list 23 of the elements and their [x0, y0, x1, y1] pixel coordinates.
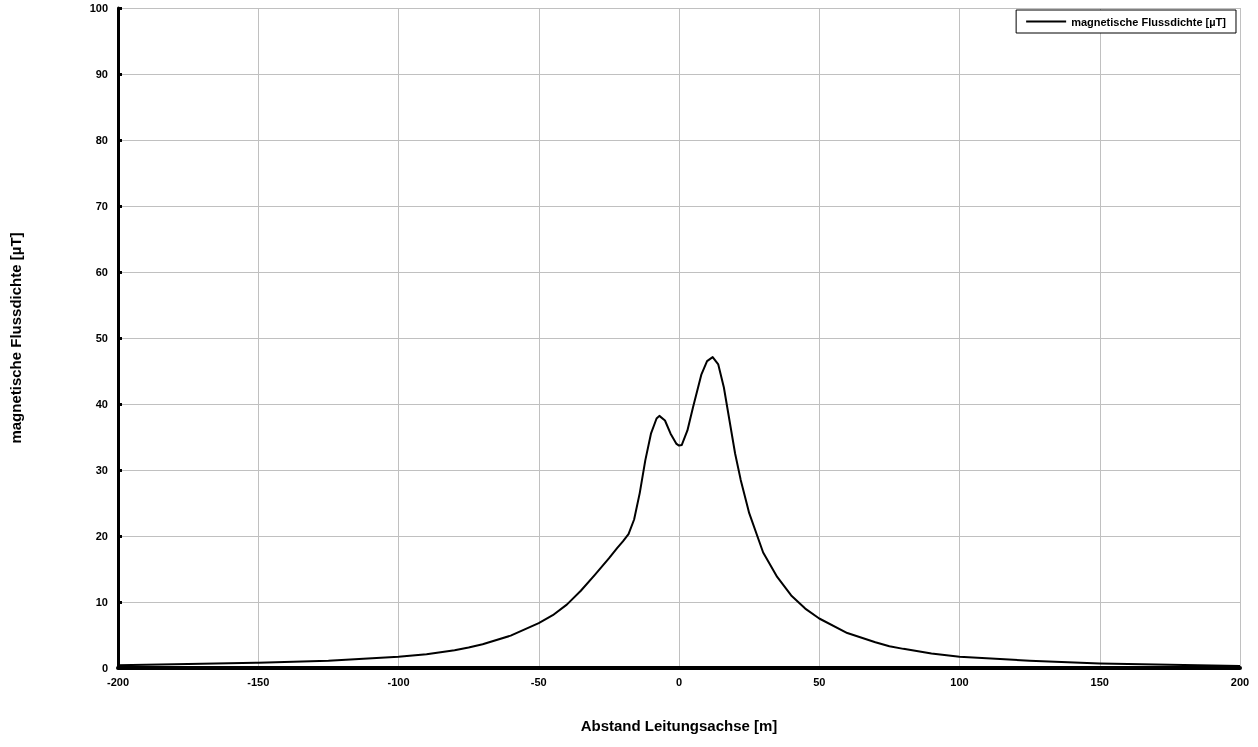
- y-tick-label: 30: [95, 464, 108, 476]
- y-tick-label: 90: [95, 68, 108, 80]
- x-tick-label: 150: [1090, 675, 1109, 688]
- y-tick-label: 20: [95, 530, 108, 542]
- legend-label: magnetische Flussdichte [µT]: [1071, 15, 1227, 28]
- y-tick-label: 80: [95, 134, 108, 146]
- x-tick-label: 0: [675, 675, 683, 688]
- y-tick-label: 100: [89, 2, 108, 14]
- y-tick-label: 70: [95, 200, 108, 212]
- x-tick-label: -50: [530, 675, 547, 688]
- x-tick-label: 50: [813, 675, 826, 688]
- y-tick-label: 0: [101, 662, 108, 674]
- x-tick-label: -100: [387, 675, 410, 688]
- x-tick-label: 200: [1230, 675, 1250, 688]
- x-axis-title: Abstand Leitungsachse [m]: [580, 717, 778, 734]
- y-tick-label: 10: [95, 596, 108, 608]
- y-tick-label: 40: [95, 398, 108, 410]
- x-tick-label: -150: [247, 675, 270, 688]
- y-tick-label: 60: [95, 266, 108, 278]
- y-tick-label: 50: [95, 332, 108, 344]
- x-tick-label: 100: [950, 675, 969, 688]
- y-axis-title: magnetische Flussdichte [µT]: [7, 232, 24, 444]
- x-tick-label: -200: [106, 675, 130, 688]
